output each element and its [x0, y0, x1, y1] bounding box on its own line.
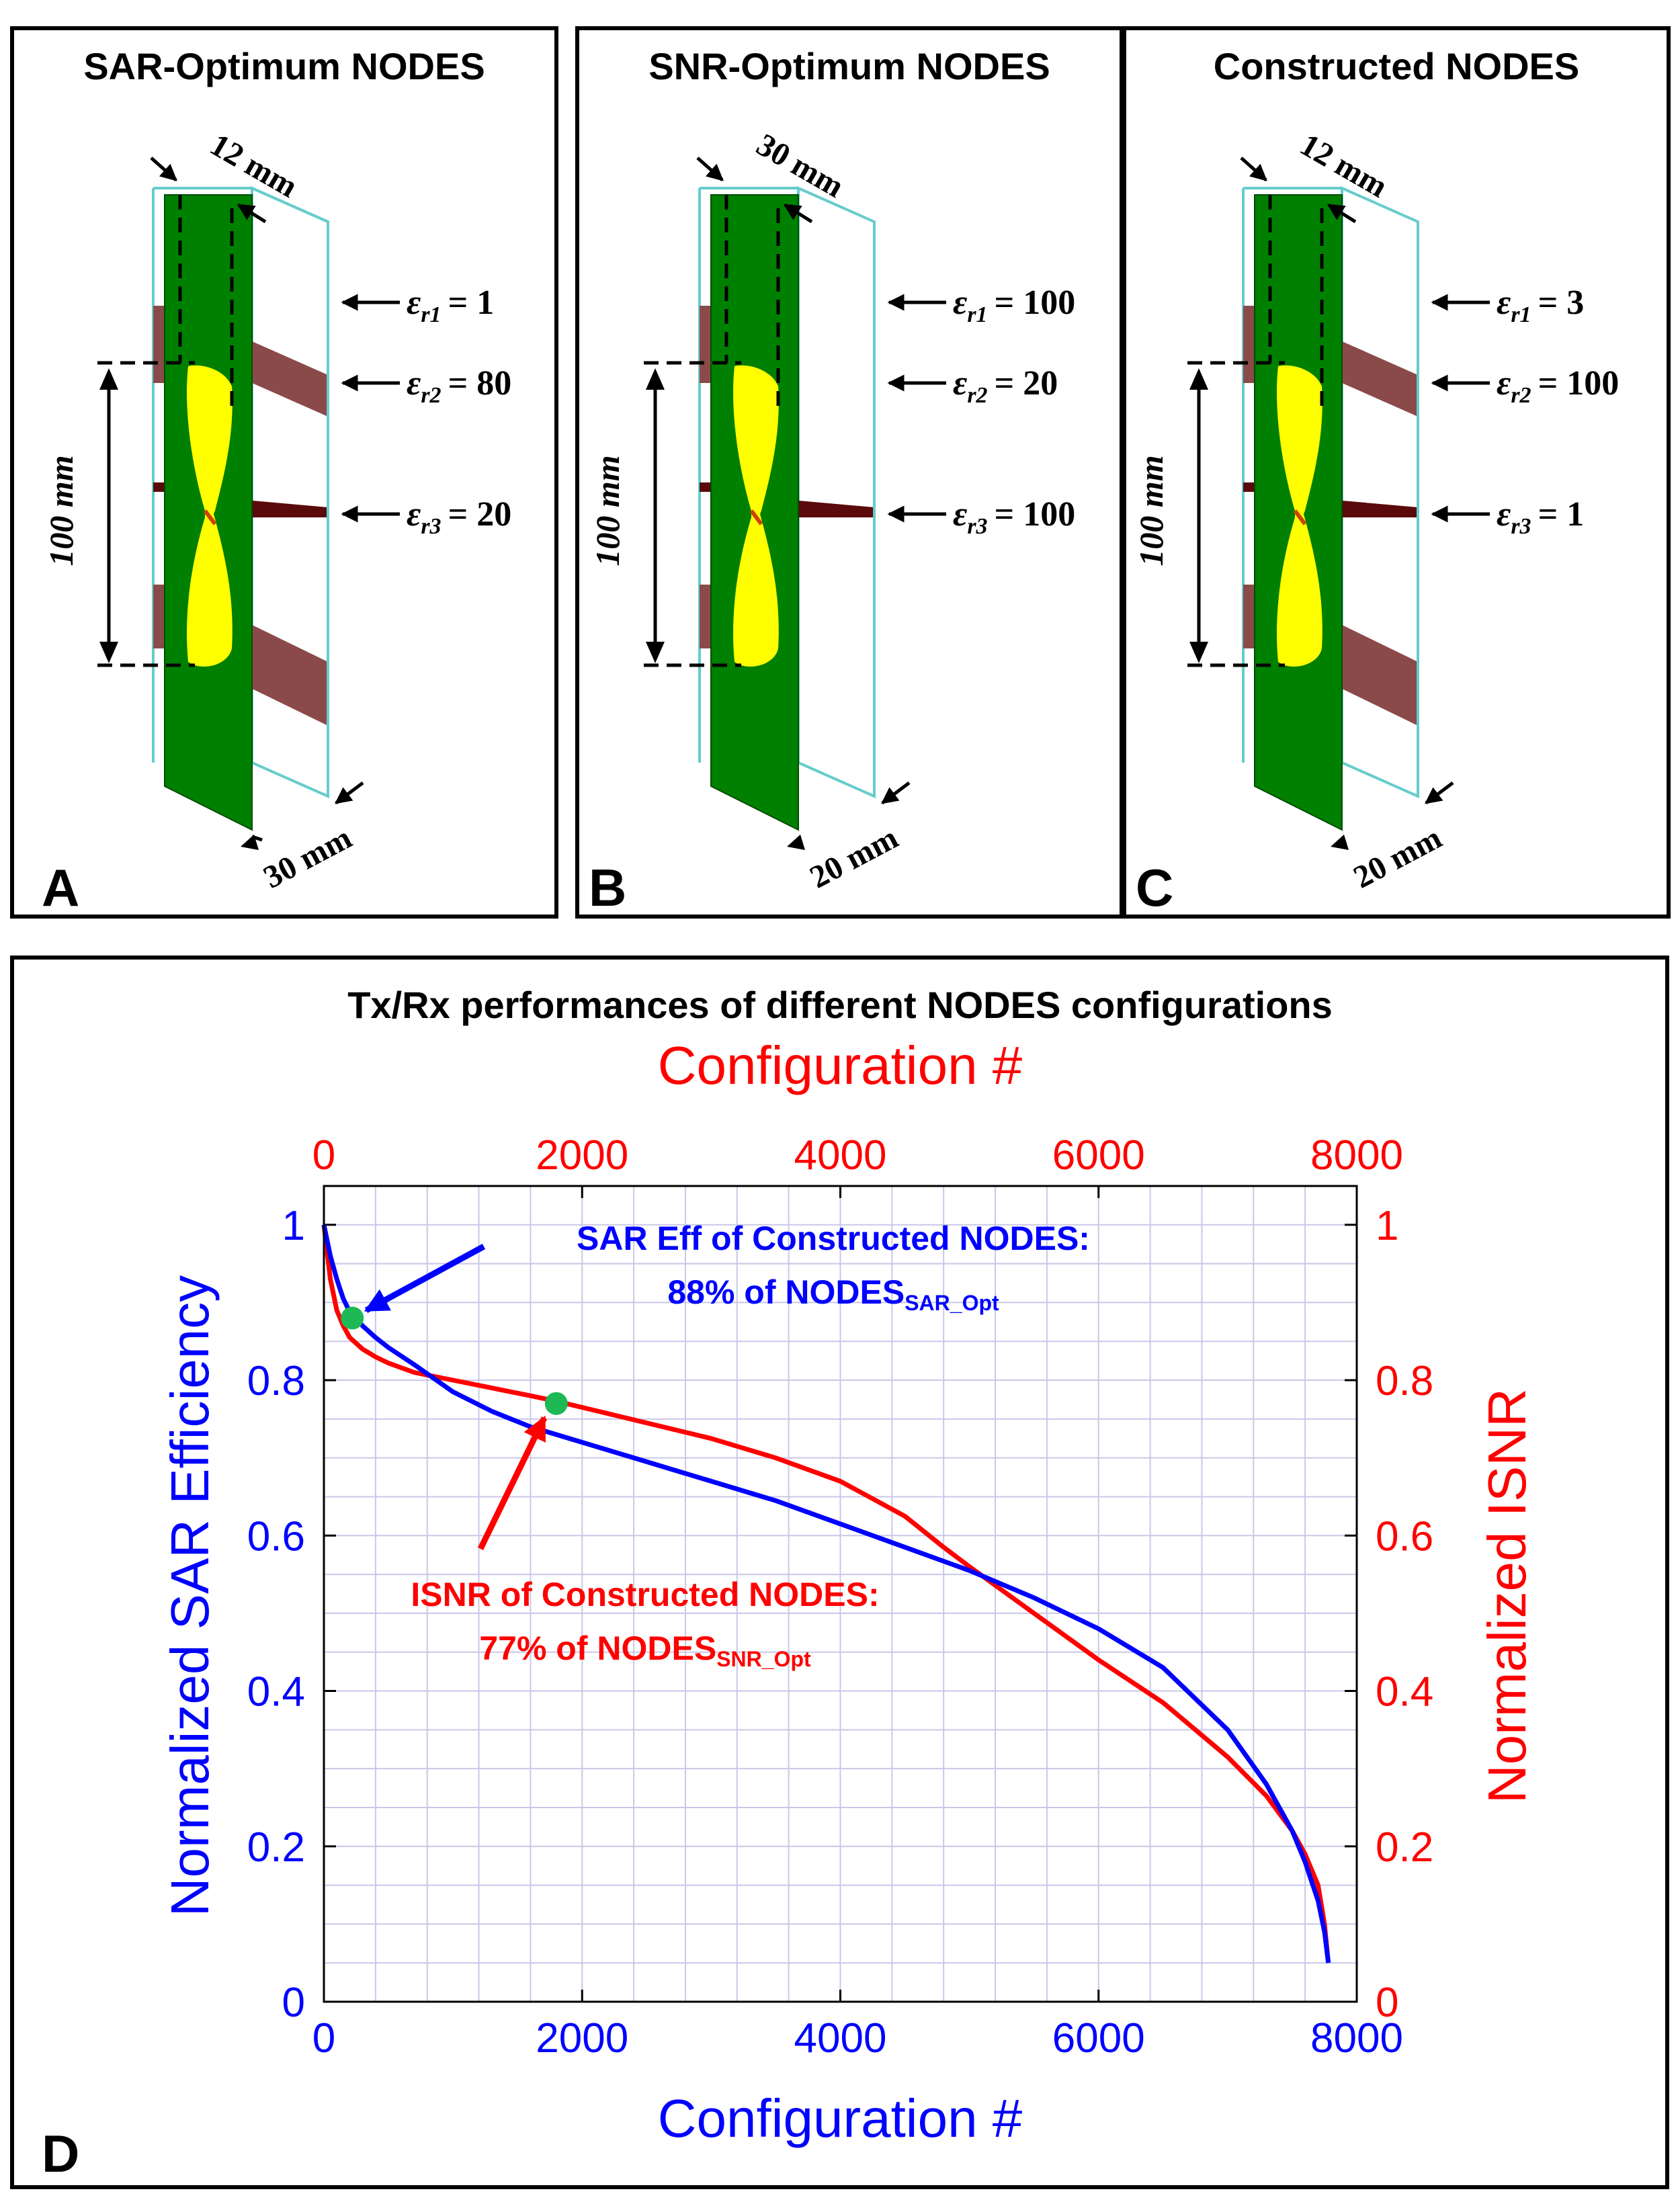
panel-a-eps2-sub: r2: [421, 383, 441, 408]
svg-text:εr1= 1: εr1 = 1: [407, 284, 494, 327]
panel-a-eps2-value: = 80: [448, 364, 512, 402]
panel-c-eps3-sub: r3: [1511, 514, 1531, 539]
svg-text:εr2= 100: εr2 = 100: [1497, 364, 1619, 408]
panel-a-eps3-value: = 20: [448, 495, 512, 534]
x-top-tick-label: 8000: [1310, 1132, 1403, 1179]
panel-b-eps3-symbol: ε: [953, 495, 967, 534]
x-top-tick-label: 6000: [1052, 1132, 1145, 1179]
panel-a-eps1-value: = 1: [448, 284, 495, 322]
y-tick-label: 0.2: [247, 1824, 305, 1871]
svg-text:77% of NODESSNR_Opt: 77% of NODESSNR_Opt: [479, 1629, 811, 1671]
svg-text:εr1= 3: εr1 = 3: [1497, 284, 1584, 327]
y-right-tick-label: 0: [1376, 1980, 1398, 2026]
y-tick-label: 0: [282, 1980, 305, 2026]
y-right-tick-label: 0.8: [1376, 1358, 1433, 1404]
svg-text:εr3= 100: εr3 = 100: [953, 495, 1075, 539]
panel-c-eps2-sub: r2: [1511, 383, 1531, 408]
sar-annotation-line1: SAR Eff of Constructed NODES:: [577, 1220, 1090, 1257]
panel-a-eps2-symbol: ε: [407, 364, 421, 402]
sar-annotation-main: 88% of NODES: [667, 1273, 905, 1311]
panel-b-title: SNR-Optimum NODES: [648, 45, 1050, 87]
panel-a-letter: A: [42, 858, 79, 917]
panel-c-eps1-sub: r1: [1511, 302, 1531, 327]
panel-b-eps2-sub: r2: [967, 383, 987, 408]
panel-a-eps3-sub: r3: [421, 514, 441, 539]
svg-text:εr1= 100: εr1 = 100: [953, 284, 1075, 327]
series-line-isnr: [321, 1224, 1331, 1963]
x-top-tick-label: 0: [312, 1132, 335, 1179]
chart-letter: D: [42, 2124, 79, 2183]
y-tick-label: 0.6: [247, 1513, 305, 1560]
panel-b-eps1-symbol: ε: [953, 284, 967, 322]
panel-c-height-dim: 100 mm: [1132, 455, 1170, 566]
panel-a: SAR-Optimum NODES: [10, 26, 558, 919]
svg-text:εr3= 1: εr3 = 1: [1497, 495, 1584, 539]
y-tick-label: 0.8: [247, 1358, 305, 1404]
isnr-marker-point: [544, 1392, 568, 1415]
isnr-annotation: ISNR of Constructed NODES: 77% of NODESS…: [411, 1415, 880, 1671]
panel-b-eps1-value: = 100: [995, 284, 1076, 322]
y-right-tick-label: 0.6: [1376, 1513, 1433, 1560]
panel-a-height-dim: 100 mm: [42, 455, 80, 566]
svg-text:εr2= 80: εr2 = 80: [407, 364, 511, 408]
panel-c-eps1-value: = 3: [1538, 284, 1585, 322]
panel-b-height-dim: 100 mm: [589, 455, 626, 566]
x-tick-label: 0: [312, 2015, 335, 2062]
panel-a-eps-labels: εr1 = 1 εr2 = 80 εr3 = 20: [341, 284, 511, 539]
y-axis-right-label: Normalized ISNR: [1477, 1388, 1537, 1804]
panel-c-eps-labels: εr1 = 3 εr2 = 100 εr3 = 1: [1431, 284, 1619, 539]
sar-annotation-sub: SAR_Opt: [905, 1291, 999, 1315]
panel-a-title: SAR-Optimum NODES: [83, 45, 485, 87]
panel-b-eps2-symbol: ε: [953, 364, 967, 402]
y-tick-label: 0.4: [247, 1669, 305, 1715]
x-top-tick-label: 2000: [536, 1132, 628, 1179]
panel-b-letter: B: [589, 858, 626, 917]
panel-c: Constructed NODES 100 mm 12 m: [1122, 26, 1671, 919]
sar-annotation: SAR Eff of Constructed NODES: 88% of NOD…: [364, 1220, 1090, 1315]
isnr-annotation-line1: ISNR of Constructed NODES:: [411, 1576, 879, 1613]
x-tick-label: 4000: [794, 2015, 887, 2062]
x-top-tick-label: 4000: [794, 1132, 887, 1179]
panel-a-eps3-symbol: ε: [407, 495, 421, 534]
panel-a-eps1-sub: r1: [421, 302, 441, 327]
y-right-tick-label: 0.4: [1376, 1669, 1433, 1715]
x-axis-top-label: Configuration #: [658, 1035, 1023, 1095]
isnr-annotation-sub: SNR_Opt: [716, 1647, 811, 1671]
plot-frame: [323, 1185, 1358, 2003]
panel-c-eps3-value: = 1: [1538, 495, 1585, 534]
svg-text:εr2= 20: εr2 = 20: [953, 364, 1058, 408]
y-tick-label: 1: [282, 1203, 305, 1249]
plot-markers: [341, 1306, 568, 1415]
x-tick-label: 8000: [1310, 2015, 1403, 2062]
svg-text:εr3= 20: εr3 = 20: [407, 495, 511, 539]
panel-c-eps2-symbol: ε: [1497, 364, 1511, 402]
panel-c-letter: C: [1136, 858, 1173, 917]
x-tick-label: 6000: [1052, 2015, 1145, 2062]
isnr-annotation-main: 77% of NODES: [479, 1629, 716, 1667]
panel-c-eps2-value: = 100: [1538, 364, 1620, 402]
x-tick-label: 2000: [536, 2015, 628, 2062]
panel-a-eps1-symbol: ε: [407, 284, 421, 322]
panel-b-eps1-sub: r1: [967, 302, 987, 327]
panel-c-eps3-symbol: ε: [1497, 495, 1511, 534]
panel-d: Tx/Rx performances of different NODES co…: [10, 956, 1669, 2189]
y-right-tick-label: 0.2: [1376, 1824, 1433, 1871]
y-right-tick-label: 1: [1376, 1203, 1398, 1249]
panel-b-eps3-sub: r3: [967, 514, 987, 539]
x-axis-bottom-label: Configuration #: [658, 2088, 1023, 2148]
y-axis-left-label: Normalized SAR Efficiency: [160, 1275, 220, 1916]
svg-text:88% of NODESSAR_Opt: 88% of NODESSAR_Opt: [667, 1273, 999, 1315]
chart-title: Tx/Rx performances of different NODES co…: [347, 984, 1333, 1026]
panel-b: SNR-Optimum NODES 100 mm 30 mm: [575, 26, 1124, 919]
panel-c-model: 100 mm 12 mm 20 mm: [1132, 127, 1454, 896]
panel-b-eps3-value: = 100: [995, 495, 1076, 534]
panel-b-eps2-value: = 20: [995, 364, 1058, 402]
panel-b-eps-labels: εr1 = 100 εr2 = 20 εr3 = 100: [887, 284, 1075, 539]
panel-c-eps1-symbol: ε: [1497, 284, 1511, 322]
sar-marker-point: [341, 1306, 364, 1330]
panel-c-title: Constructed NODES: [1214, 45, 1580, 87]
plot-grid: [323, 1185, 1357, 2002]
